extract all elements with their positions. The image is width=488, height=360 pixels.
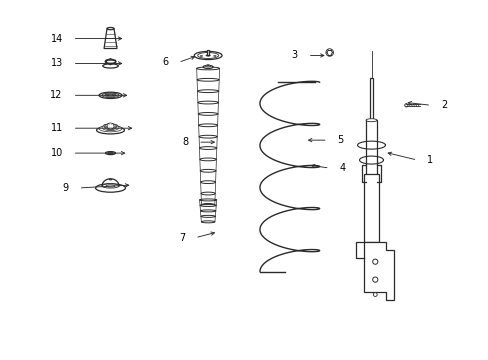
Ellipse shape: [199, 199, 216, 201]
Text: 3: 3: [291, 50, 297, 60]
Text: 12: 12: [50, 90, 62, 100]
Ellipse shape: [107, 123, 114, 130]
Ellipse shape: [106, 185, 115, 187]
Ellipse shape: [198, 113, 218, 115]
Ellipse shape: [372, 259, 377, 264]
FancyBboxPatch shape: [369, 78, 372, 122]
Ellipse shape: [109, 179, 112, 180]
Text: 6: 6: [162, 58, 168, 67]
Ellipse shape: [369, 122, 372, 123]
Ellipse shape: [197, 90, 218, 93]
Ellipse shape: [102, 64, 118, 68]
Ellipse shape: [194, 51, 222, 59]
Text: 5: 5: [337, 135, 343, 145]
FancyBboxPatch shape: [207, 50, 209, 55]
Ellipse shape: [96, 126, 124, 134]
Ellipse shape: [200, 170, 216, 172]
Ellipse shape: [95, 184, 125, 192]
Ellipse shape: [107, 152, 113, 154]
Ellipse shape: [205, 65, 210, 67]
Ellipse shape: [198, 101, 218, 104]
Ellipse shape: [205, 55, 210, 56]
Ellipse shape: [200, 55, 202, 57]
Circle shape: [327, 51, 330, 54]
Ellipse shape: [372, 277, 377, 282]
Text: 7: 7: [179, 233, 185, 243]
Ellipse shape: [404, 104, 407, 107]
Ellipse shape: [200, 204, 216, 206]
Ellipse shape: [201, 221, 214, 223]
Text: 13: 13: [50, 58, 62, 68]
Ellipse shape: [102, 184, 119, 188]
Text: 4: 4: [339, 163, 345, 173]
Ellipse shape: [201, 215, 215, 217]
Ellipse shape: [107, 27, 114, 30]
Ellipse shape: [366, 119, 376, 122]
Text: 10: 10: [50, 148, 62, 158]
FancyBboxPatch shape: [364, 174, 378, 242]
Ellipse shape: [203, 66, 213, 68]
Polygon shape: [364, 242, 393, 300]
Text: 1: 1: [427, 155, 432, 165]
Text: 8: 8: [182, 137, 188, 147]
Ellipse shape: [102, 124, 119, 131]
Ellipse shape: [197, 53, 218, 58]
Ellipse shape: [200, 210, 215, 212]
Ellipse shape: [107, 95, 113, 96]
FancyBboxPatch shape: [366, 120, 376, 175]
Ellipse shape: [196, 67, 219, 70]
Text: 11: 11: [50, 123, 62, 133]
Text: 14: 14: [50, 33, 62, 44]
Ellipse shape: [201, 192, 215, 195]
Ellipse shape: [373, 293, 376, 296]
Ellipse shape: [197, 78, 219, 81]
Ellipse shape: [99, 125, 122, 132]
Ellipse shape: [198, 124, 217, 127]
Ellipse shape: [200, 181, 215, 184]
Circle shape: [325, 49, 333, 56]
Ellipse shape: [104, 94, 116, 97]
Text: 9: 9: [62, 183, 68, 193]
Ellipse shape: [200, 158, 216, 161]
Ellipse shape: [102, 93, 119, 98]
Polygon shape: [104, 28, 117, 49]
Circle shape: [108, 60, 112, 63]
Ellipse shape: [199, 135, 217, 138]
Text: 2: 2: [440, 100, 447, 110]
Ellipse shape: [105, 152, 115, 154]
Ellipse shape: [207, 65, 209, 66]
Ellipse shape: [213, 55, 216, 57]
Ellipse shape: [201, 203, 214, 206]
Ellipse shape: [99, 92, 122, 99]
Ellipse shape: [104, 123, 116, 130]
Ellipse shape: [105, 60, 116, 63]
Ellipse shape: [199, 147, 216, 149]
